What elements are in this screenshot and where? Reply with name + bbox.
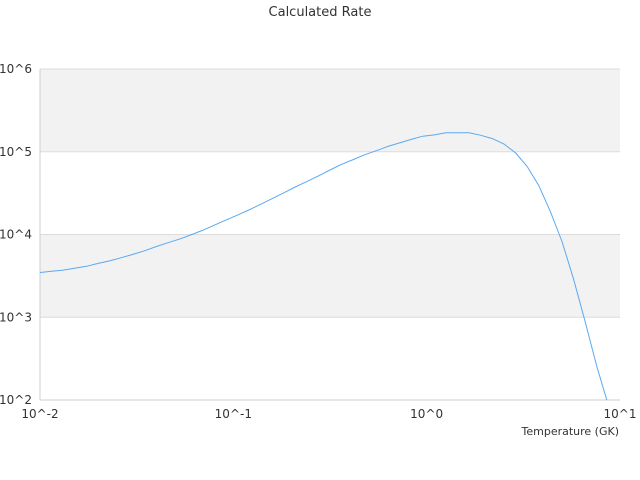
x-tick-labels: 10^-2 10^-1 10^0 10^1: [21, 407, 636, 421]
x-tick-label: 10^0: [410, 407, 443, 421]
x-tick-label: 10^-1: [215, 407, 252, 421]
x-axis-title: Temperature (GK): [521, 425, 620, 438]
chart-title: Calculated Rate: [269, 5, 372, 20]
y-tick-label: 10^2: [0, 393, 32, 407]
alternating-bands: [40, 69, 620, 318]
y-tick-label: 10^5: [0, 145, 32, 159]
y-tick-label: 10^3: [0, 310, 32, 324]
background-band: [40, 69, 620, 152]
x-tick-label: 10^-2: [21, 407, 58, 421]
rate-series-line: [40, 132, 608, 400]
background-band: [40, 234, 620, 318]
y-tick-label: 10^4: [0, 228, 32, 242]
y-tick-labels: 10^2 10^3 10^4 10^5 10^6: [0, 62, 32, 407]
y-tick-label: 10^6: [0, 62, 32, 76]
series-group: [40, 132, 608, 400]
x-tick-label: 10^1: [604, 407, 637, 421]
